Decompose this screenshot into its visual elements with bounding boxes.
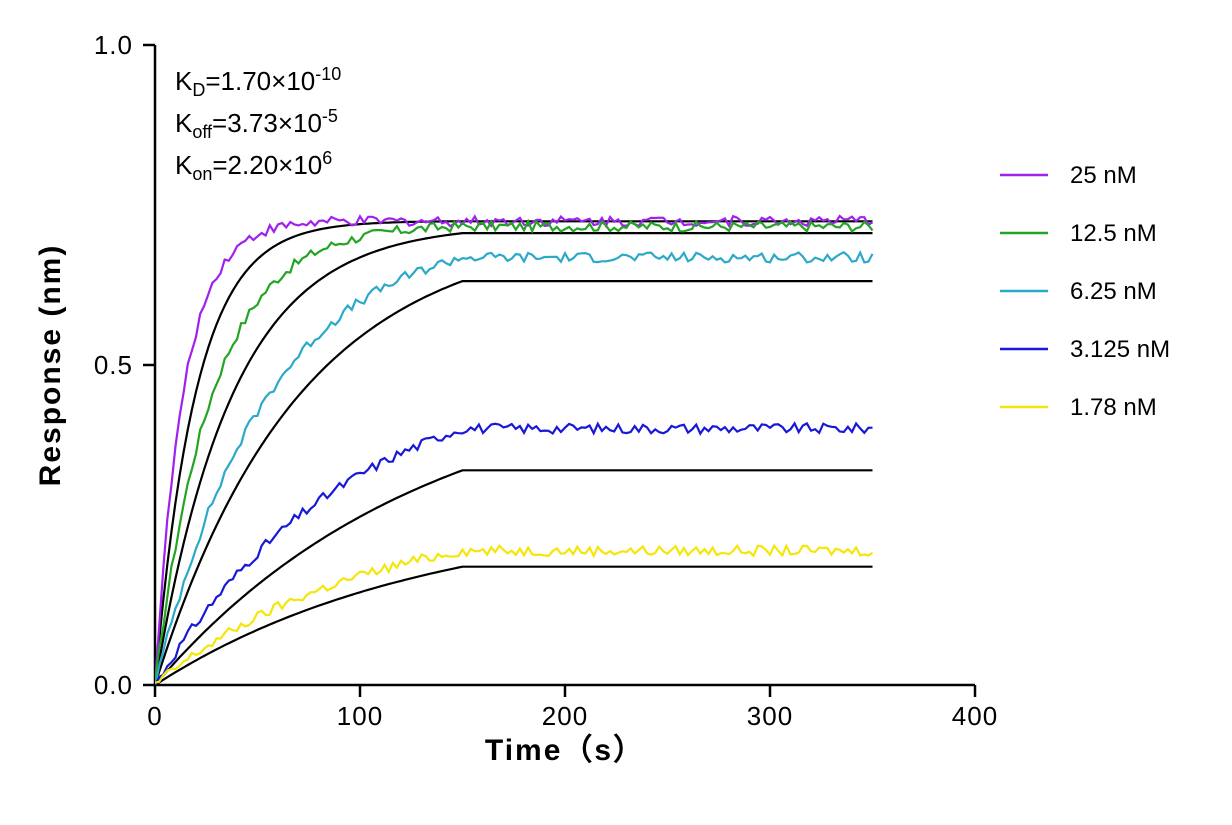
kinetic-annotation: Koff=3.73×10-5 (175, 106, 338, 142)
data-curve (155, 216, 873, 684)
legend-label: 12.5 nM (1070, 220, 1157, 247)
kinetic-annotation: Kon=2.20×106 (175, 148, 332, 184)
x-axis-label: Time（s） (485, 733, 645, 767)
legend-label: 25 nM (1070, 162, 1137, 189)
fit-curve (155, 567, 873, 685)
kinetic-annotation: KD=1.70×10-10 (175, 64, 341, 100)
binding-kinetics-chart: 0 100 200 300 400 0.0 0.5 1.0 Time（s） Response (n… (0, 0, 1232, 825)
x-tick-label: 100 (337, 701, 383, 731)
fit-curve (155, 233, 873, 685)
data-curve (155, 423, 873, 685)
x-tick-label: 400 (952, 701, 998, 731)
x-tick-label: 200 (542, 701, 588, 731)
x-tick-label: 300 (747, 701, 793, 731)
y-tick-label: 0.5 (94, 350, 133, 380)
legend-label: 1.78 nM (1070, 394, 1157, 421)
fit-curve (155, 221, 873, 685)
fit-curve (155, 470, 873, 685)
legend-label: 6.25 nM (1070, 278, 1157, 305)
x-tick-label: 0 (147, 701, 162, 731)
y-axis-label: Response (nm) (34, 244, 67, 487)
legend-label: 3.125 nM (1070, 336, 1170, 363)
y-tick-label: 1.0 (94, 30, 133, 60)
y-tick-label: 0.0 (94, 670, 133, 700)
